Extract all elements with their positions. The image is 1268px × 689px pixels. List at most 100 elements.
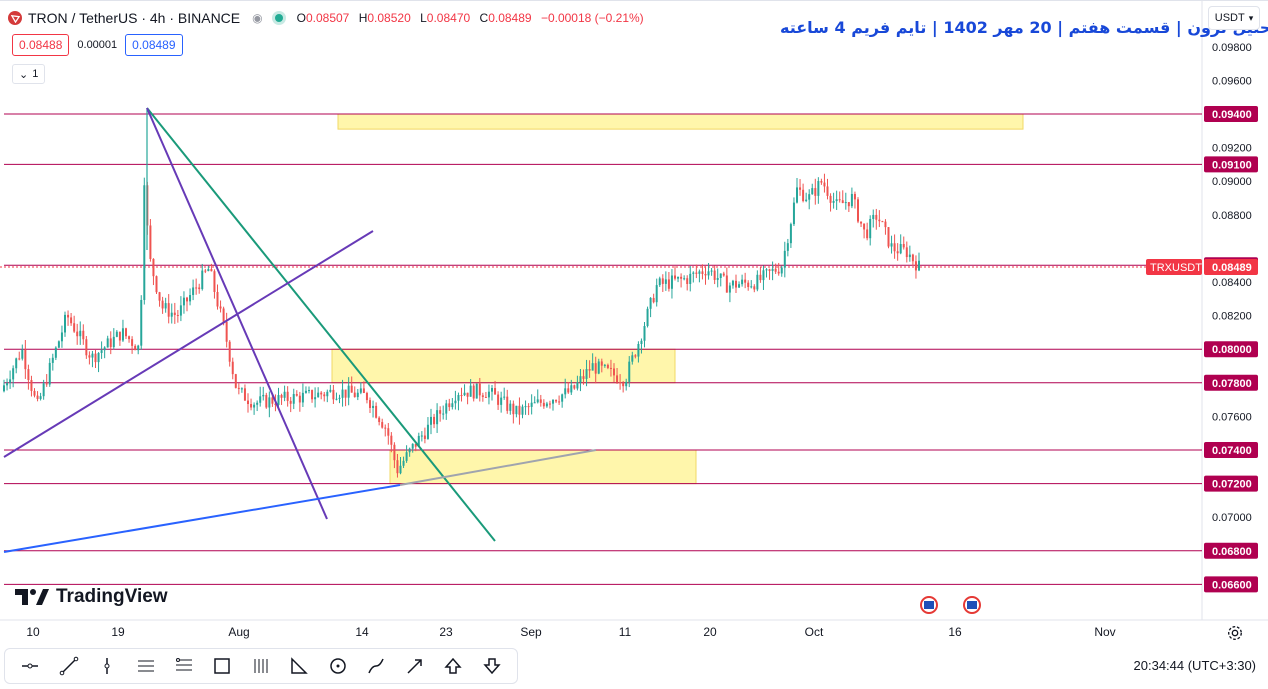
candle-body-65	[201, 270, 204, 290]
candle-body-150	[460, 395, 463, 397]
us-flag-stripe-1	[967, 601, 977, 609]
candle-body-201	[616, 375, 619, 383]
tradingview-logo[interactable]: TradingView	[14, 586, 168, 608]
candle-body-46	[143, 185, 146, 300]
candle-body-177	[542, 402, 545, 407]
candle-body-193	[591, 363, 594, 371]
zone-1	[331, 348, 676, 384]
candle-body-215	[658, 278, 661, 286]
candle-body-19	[60, 332, 63, 342]
price-badge-0: 0.09400	[1212, 109, 1252, 121]
price-badge-bg-7	[1204, 542, 1258, 559]
price-tick-6: 0.08200	[1212, 311, 1252, 323]
candle-body-123	[378, 417, 381, 423]
candle-body-34	[106, 338, 109, 348]
candle-body-78	[240, 388, 243, 390]
settings-icon[interactable]	[1226, 624, 1244, 642]
pattern-tool[interactable]	[284, 651, 314, 681]
candle-body-18	[57, 341, 60, 348]
candle-body-143	[439, 410, 442, 414]
time-tick-9: 16	[948, 625, 962, 639]
trendline-purple-rising	[3, 230, 374, 458]
candle-body-51	[158, 292, 161, 301]
candle-body-292	[893, 243, 896, 252]
candle-body-114	[350, 385, 353, 393]
indicators-toggle[interactable]: ⌄ 1	[12, 64, 46, 84]
candle-body-161	[494, 388, 497, 395]
candle-body-30	[94, 353, 97, 363]
market-open-icon	[274, 14, 283, 22]
candle-body-288	[881, 221, 884, 223]
arrow-up-tool[interactable]	[438, 651, 468, 681]
candle-body-139	[426, 424, 429, 439]
candle-body-151	[463, 392, 466, 396]
candle-body-171	[524, 406, 527, 408]
candle-body-146	[448, 403, 451, 408]
candle-body-131	[402, 460, 405, 466]
currency-button[interactable]: USDT ▾	[1208, 6, 1260, 30]
brand-label: TradingView	[56, 586, 168, 607]
candle-body-138	[423, 435, 426, 439]
candle-body-190	[582, 376, 585, 379]
candle-body-141	[433, 416, 436, 425]
brush-tool[interactable]	[361, 651, 391, 681]
horizontal-line-tool[interactable]	[15, 651, 45, 681]
price-badge-bg-3	[1204, 341, 1258, 358]
candle-body-287	[878, 219, 881, 222]
candle-body-265	[811, 188, 814, 195]
candle-body-240	[735, 280, 737, 288]
symbol-title[interactable]: TRON / TetherUS · 4h · BINANCE	[28, 10, 241, 26]
candle-body-149	[457, 395, 460, 401]
candle-body-253	[774, 268, 777, 272]
candle-body-200	[613, 368, 615, 376]
price-tick-8: 0.07000	[1212, 512, 1252, 524]
candle-body-280	[857, 199, 859, 222]
price-badge-bg-4	[1204, 374, 1258, 391]
parallel-channel-tool[interactable]	[131, 651, 161, 681]
candle-body-32	[100, 350, 103, 353]
candle-body-228	[698, 271, 701, 274]
candle-body-165	[506, 396, 509, 411]
candle-body-267	[817, 181, 820, 196]
candle-body-44	[137, 345, 140, 351]
eye-icon[interactable]: ◉	[252, 11, 263, 25]
candle-body-55	[170, 312, 173, 317]
rectangle-tool[interactable]	[207, 651, 237, 681]
buy-button[interactable]: 0.08489	[125, 34, 183, 56]
arrow-down-tool[interactable]	[477, 651, 507, 681]
candle-body-83	[256, 402, 259, 405]
candle-body-264	[808, 194, 811, 200]
arrow-tool[interactable]	[400, 651, 430, 681]
candle-body-22	[70, 317, 73, 324]
candle-body-137	[420, 435, 423, 437]
high-value: 0.08520	[367, 11, 411, 25]
trend-line-tool[interactable]	[54, 651, 84, 681]
candle-body-11	[36, 395, 39, 399]
candle-body-49	[152, 258, 155, 277]
candle-body-58	[179, 305, 182, 316]
open-value: 0.08507	[305, 11, 350, 25]
candle-body-231	[707, 271, 710, 276]
candle-body-248	[759, 274, 762, 281]
candle-body-45	[140, 299, 143, 346]
candle-body-156	[478, 383, 481, 396]
fib-retracement-tool[interactable]	[169, 651, 199, 681]
candle-body-75	[231, 361, 234, 375]
sell-button[interactable]: 0.08488	[12, 34, 70, 56]
candle-body-271	[829, 195, 832, 203]
vertical-line-tool[interactable]	[92, 651, 122, 681]
candle-body-38	[118, 331, 121, 341]
candle-body-145	[445, 403, 448, 414]
candle-body-284	[869, 218, 872, 239]
fib-retracement-icon	[176, 658, 193, 671]
long-position-tool[interactable]	[246, 651, 276, 681]
candle-body-95	[292, 394, 295, 404]
candle-body-183	[561, 394, 564, 402]
candle-body-207	[634, 355, 637, 357]
candle-body-221	[677, 276, 680, 279]
candle-body-73	[225, 321, 228, 342]
circle-tool[interactable]	[323, 651, 353, 681]
candle-body-153	[469, 385, 472, 397]
candle-body-99	[304, 390, 307, 393]
